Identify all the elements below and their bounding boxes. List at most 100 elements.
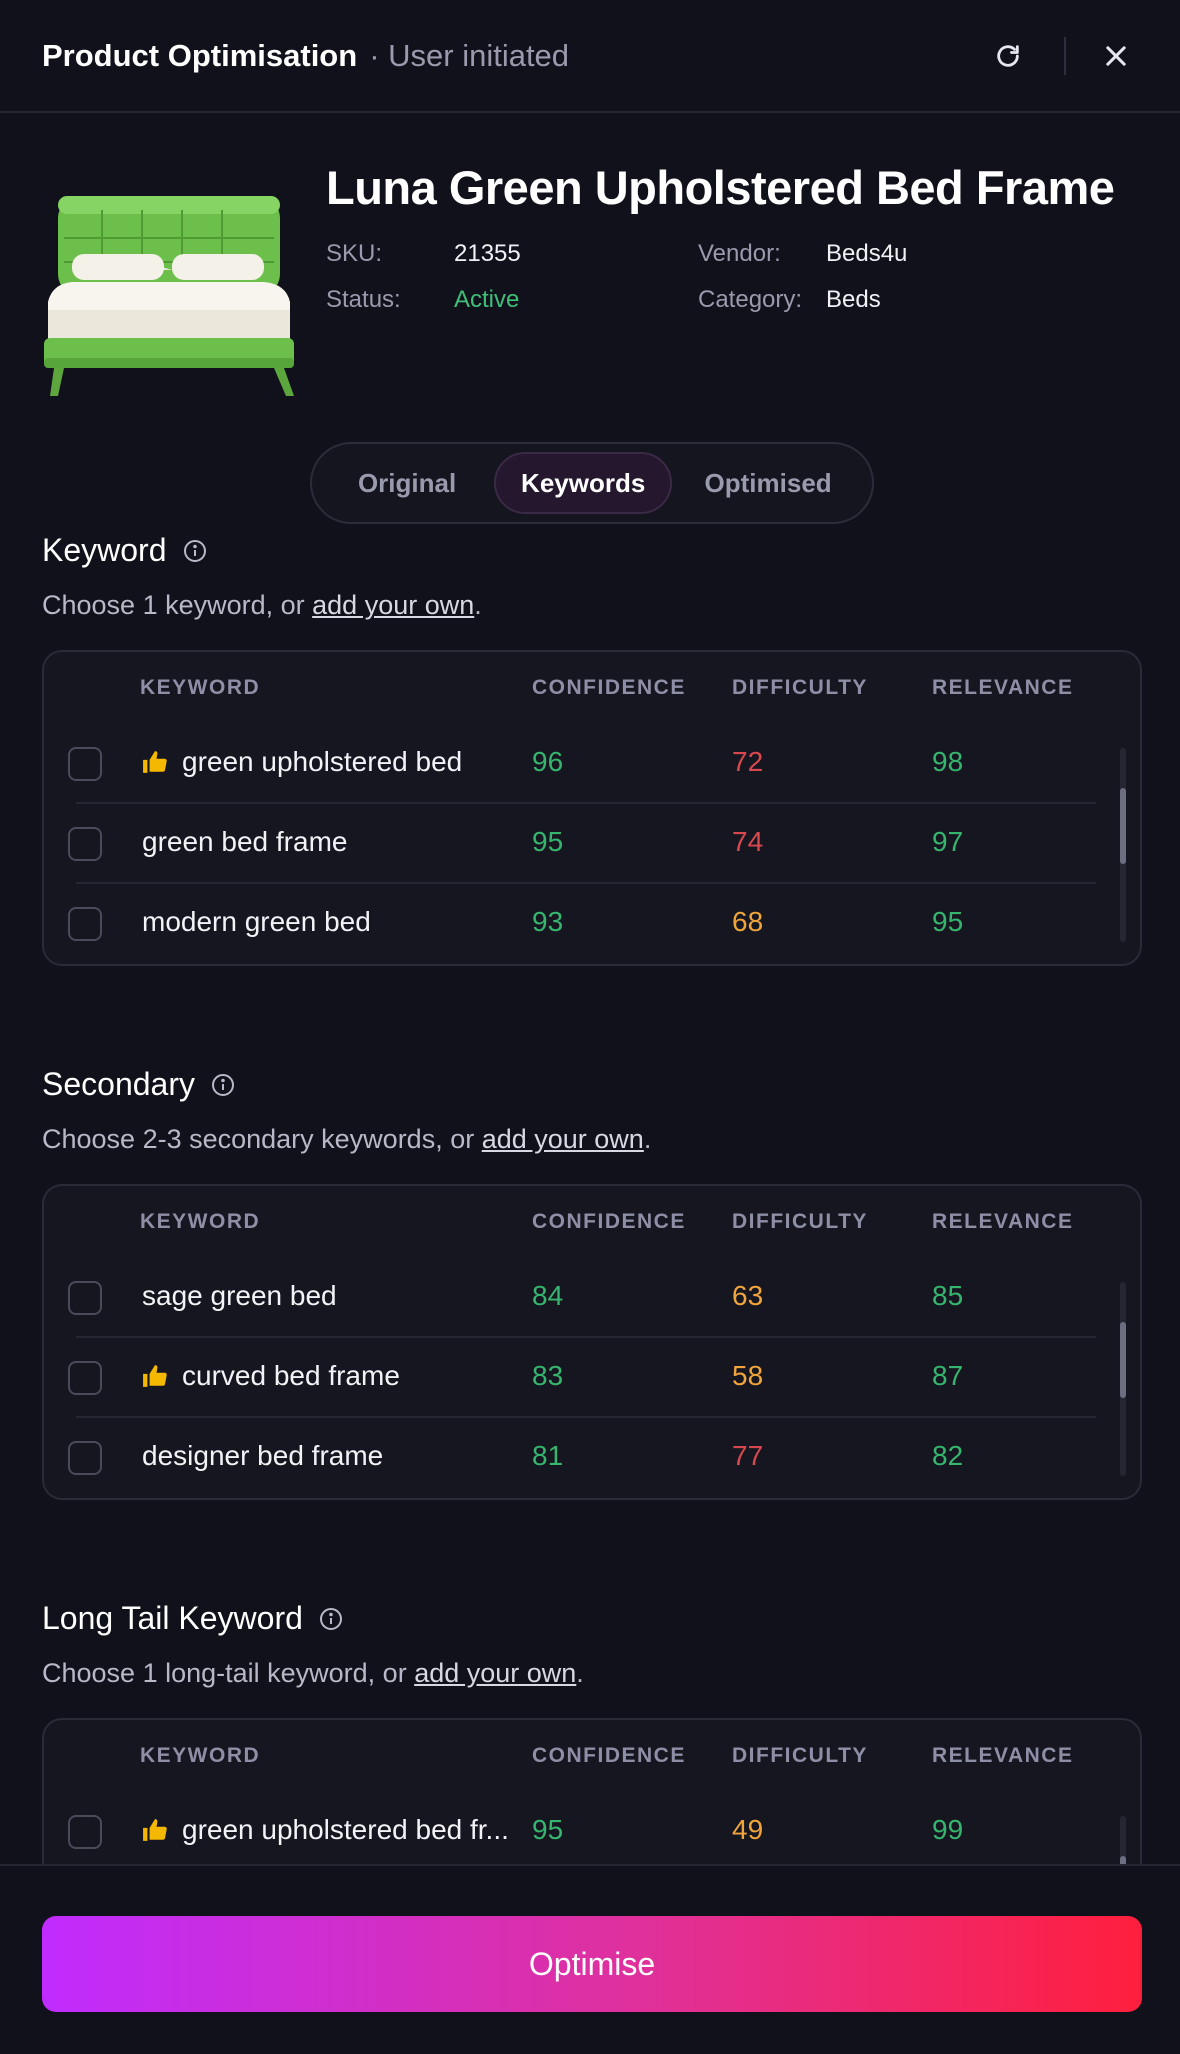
column-header-relevance: RELEVANCE [932,1744,1074,1767]
panel-subtitle: · User initiated [369,37,570,73]
keyword-cell: modern green bed [142,906,371,938]
keyword-section-title: Keyword [42,532,207,569]
long-tail-desc-text: Choose 1 long-tail keyword, or [42,1658,415,1688]
keyword-cell: green upholstered bed [142,746,462,778]
table-row[interactable]: modern green bed 93 68 95 [44,884,1140,964]
long-tail-desc-suffix: . [576,1658,584,1688]
category-field: Category: Beds [698,286,881,314]
keyword-cell: sage green bed [142,1280,337,1312]
category-value: Beds [826,286,881,313]
keyword-text: modern green bed [142,906,371,937]
table-row[interactable]: designer bed frame 81 77 82 [44,1418,1140,1498]
table-row[interactable]: curved bed frame 83 58 87 [44,1338,1140,1418]
keyword-text: green upholstered bed [182,746,463,777]
difficulty-value: 68 [732,906,764,937]
keyword-table: KEYWORD CONFIDENCE DIFFICULTY RELEVANCE … [42,650,1142,966]
table-scrollbar[interactable] [1120,748,1126,942]
scrollbar-thumb[interactable] [1120,1322,1126,1398]
relevance-value: 98 [932,746,964,777]
product-name: Luna Green Upholstered Bed Frame [326,161,1115,214]
table-row[interactable]: sage green bed 84 63 85 [44,1258,1140,1338]
secondary-desc-suffix: . [643,1124,652,1154]
table-row[interactable]: green bed frame 95 74 97 [44,804,1140,884]
confidence-value: 95 [532,826,564,857]
relevance-value: 97 [932,826,964,857]
keyword-text: green upholstered bed fr... [182,1814,509,1845]
row-checkbox[interactable] [68,1361,102,1395]
sku-field: SKU: 21355 [326,240,521,268]
green-bed-image [44,196,294,396]
relevance-value: 82 [932,1440,964,1471]
column-header-relevance: RELEVANCE [932,676,1074,699]
add-own-keyword-link[interactable]: add your own [312,590,475,620]
view-tabs: Original Keywords Optimised [310,442,874,524]
long-tail-section-heading: Long Tail Keyword [42,1600,303,1636]
add-own-long-tail-link[interactable]: add your own [414,1658,577,1688]
refresh-button[interactable] [986,34,1030,78]
info-icon[interactable] [183,539,207,563]
difficulty-value: 72 [732,746,764,777]
tab-original[interactable]: Original [357,467,457,498]
row-divider [76,802,1096,804]
vendor-value: Beds4u [826,240,908,267]
table-scrollbar[interactable] [1120,1282,1126,1476]
column-header-difficulty: DIFFICULTY [732,676,868,699]
row-checkbox[interactable] [68,827,102,861]
secondary-section-description: Choose 2-3 secondary keywords, or add yo… [42,1124,651,1155]
relevance-value: 87 [932,1360,964,1391]
row-checkbox[interactable] [68,747,102,781]
row-divider [76,1416,1096,1418]
column-header-relevance: RELEVANCE [932,1210,1074,1233]
category-label: Category: [698,286,803,313]
relevance-value: 85 [932,1280,964,1311]
keyword-text: green bed frame [142,826,348,857]
confidence-value: 84 [532,1280,564,1311]
confidence-value: 81 [532,1440,564,1471]
difficulty-value: 58 [732,1360,764,1391]
panel-header: Product Optimisation · User initiated [0,0,1180,113]
keyword-text: designer bed frame [142,1440,384,1471]
relevance-value: 95 [932,906,964,937]
info-icon[interactable] [319,1607,343,1631]
table-row[interactable]: green upholstered bed fr... 95 49 99 [44,1792,1140,1872]
thumbs-up-icon [142,750,168,774]
row-checkbox[interactable] [68,1815,102,1849]
secondary-table: KEYWORD CONFIDENCE DIFFICULTY RELEVANCE … [42,1184,1142,1500]
info-icon[interactable] [211,1073,235,1097]
confidence-value: 93 [532,906,564,937]
confidence-value: 96 [532,746,564,777]
optimise-button[interactable]: Optimise [42,1916,1142,2012]
thumbs-up-icon [142,1364,168,1388]
secondary-section-heading: Secondary [42,1066,195,1102]
column-header-difficulty: DIFFICULTY [732,1744,868,1767]
difficulty-value: 63 [732,1280,764,1311]
scrollbar-thumb[interactable] [1120,788,1126,864]
add-own-secondary-link[interactable]: add your own [481,1124,644,1154]
column-header-keyword: KEYWORD [140,1210,261,1233]
sku-label: SKU: [326,240,383,267]
difficulty-value: 49 [732,1814,764,1845]
vendor-field: Vendor: Beds4u [698,240,907,268]
row-checkbox[interactable] [68,907,102,941]
difficulty-value: 74 [732,826,764,857]
vendor-label: Vendor: [698,240,781,267]
difficulty-value: 77 [732,1440,764,1471]
sku-value: 21355 [454,240,521,267]
column-header-keyword: KEYWORD [140,1744,261,1767]
keyword-cell: green bed frame [142,826,347,858]
keyword-desc-suffix: . [474,590,482,620]
keyword-cell: designer bed frame [142,1440,383,1472]
refresh-icon [997,44,1019,67]
long-tail-section-title: Long Tail Keyword [42,1600,343,1637]
thumbs-up-icon [142,1818,168,1842]
relevance-value: 99 [932,1814,964,1845]
tab-optimised[interactable]: Optimised [704,467,832,498]
secondary-desc-text: Choose 2-3 secondary keywords, or [42,1124,482,1154]
status-label: Status: [326,286,401,313]
table-row[interactable]: green upholstered bed 96 72 98 [44,724,1140,804]
secondary-section-title: Secondary [42,1066,235,1103]
tab-keywords[interactable]: Keywords [494,452,673,514]
row-checkbox[interactable] [68,1441,102,1475]
close-button[interactable] [1094,34,1138,78]
row-checkbox[interactable] [68,1281,102,1315]
